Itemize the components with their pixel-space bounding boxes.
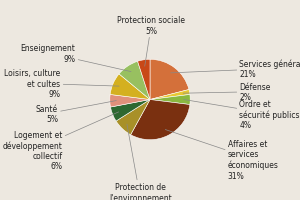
Wedge shape [116, 100, 150, 135]
Text: Protection de
l'environnement
8%: Protection de l'environnement 8% [109, 124, 172, 200]
Text: Défense
2%: Défense 2% [183, 83, 271, 102]
Wedge shape [130, 100, 190, 140]
Text: Loisirs, culture
et cultes
9%: Loisirs, culture et cultes 9% [4, 69, 119, 99]
Wedge shape [110, 75, 150, 100]
Text: Services généraux
21%: Services généraux 21% [171, 59, 300, 79]
Wedge shape [110, 95, 150, 107]
Text: Ordre et
sécurité publics
4%: Ordre et sécurité publics 4% [184, 99, 300, 129]
Wedge shape [119, 62, 150, 100]
Wedge shape [150, 90, 190, 100]
Wedge shape [110, 100, 150, 121]
Text: Logement et
développement
collectif
6%: Logement et développement collectif 6% [3, 112, 119, 171]
Text: Affaires et
services
économiques
31%: Affaires et services économiques 31% [165, 130, 279, 180]
Wedge shape [150, 95, 190, 105]
Wedge shape [138, 60, 150, 100]
Text: Enseignement
9%: Enseignement 9% [21, 44, 131, 72]
Wedge shape [150, 60, 189, 100]
Text: Santé
5%: Santé 5% [36, 101, 116, 124]
Text: Protection sociale
5%: Protection sociale 5% [117, 16, 185, 67]
